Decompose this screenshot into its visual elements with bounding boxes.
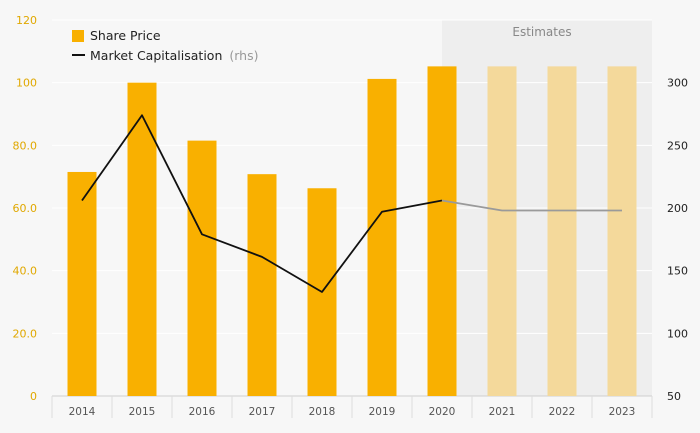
market-cap-line-estimate <box>441 199 622 212</box>
bars <box>67 66 637 397</box>
market-cap-line <box>81 114 622 293</box>
x-axis: 2014 2015 2016 2017 2018 2019 2020 2021 2022 2023 <box>51 396 653 418</box>
legend: Share Price Market Capitalisation (rhs) <box>72 28 258 63</box>
bar-2019 <box>367 78 397 396</box>
bar-2023 <box>607 66 637 396</box>
svg-text:Market Capitalisation (r: Market Capitalisation (rhs) <box>90 48 258 63</box>
estimates-label: Estimates <box>512 25 571 39</box>
legend-share-price-label: Share Price <box>90 28 161 43</box>
bar-2022 <box>547 66 577 396</box>
left-tick-0: 0 <box>30 390 37 403</box>
right-tick-100: 100 <box>667 327 688 340</box>
right-tick-250: 250 <box>667 139 688 152</box>
legend-share-price-swatch <box>72 30 84 42</box>
x-tick-2019: 2019 <box>369 406 396 418</box>
legend-market-cap-label: Market Capitalisation <box>90 48 222 63</box>
x-tick-2023: 2023 <box>609 406 636 418</box>
right-tick-200: 200 <box>667 202 688 215</box>
left-tick-60-0: 60.0 <box>13 202 38 215</box>
right-axis: 50 100 150 200 250 300 <box>667 77 688 403</box>
bar-2021 <box>487 66 517 396</box>
right-tick-150: 150 <box>667 265 688 278</box>
x-tick-2018: 2018 <box>309 406 336 418</box>
left-tick-120: 120 <box>16 14 37 27</box>
x-tick-2014: 2014 <box>69 406 96 418</box>
bar-2017 <box>247 174 277 396</box>
legend-market-cap-rhs: (rhs) <box>229 48 258 63</box>
left-tick-80-0: 80.0 <box>13 139 38 152</box>
x-tick-2015: 2015 <box>129 406 156 418</box>
x-tick-2021: 2021 <box>489 406 516 418</box>
right-tick-300: 300 <box>667 77 688 90</box>
x-tick-2016: 2016 <box>189 406 216 418</box>
left-tick-20-0: 20.0 <box>13 327 38 340</box>
x-tick-2017: 2017 <box>249 406 276 418</box>
left-axis: 0 20.0 40.0 60.0 80.0 100 120 <box>13 14 38 403</box>
bar-2016 <box>187 140 217 396</box>
x-tick-2022: 2022 <box>549 406 576 418</box>
market-cap-line-actual <box>81 114 443 293</box>
bar-2020 <box>427 66 457 396</box>
left-tick-100: 100 <box>16 77 37 90</box>
right-tick-50: 50 <box>667 390 681 403</box>
bar-2014 <box>67 171 97 396</box>
x-tick-2020: 2020 <box>429 406 456 418</box>
left-tick-40-0: 40.0 <box>13 265 38 278</box>
